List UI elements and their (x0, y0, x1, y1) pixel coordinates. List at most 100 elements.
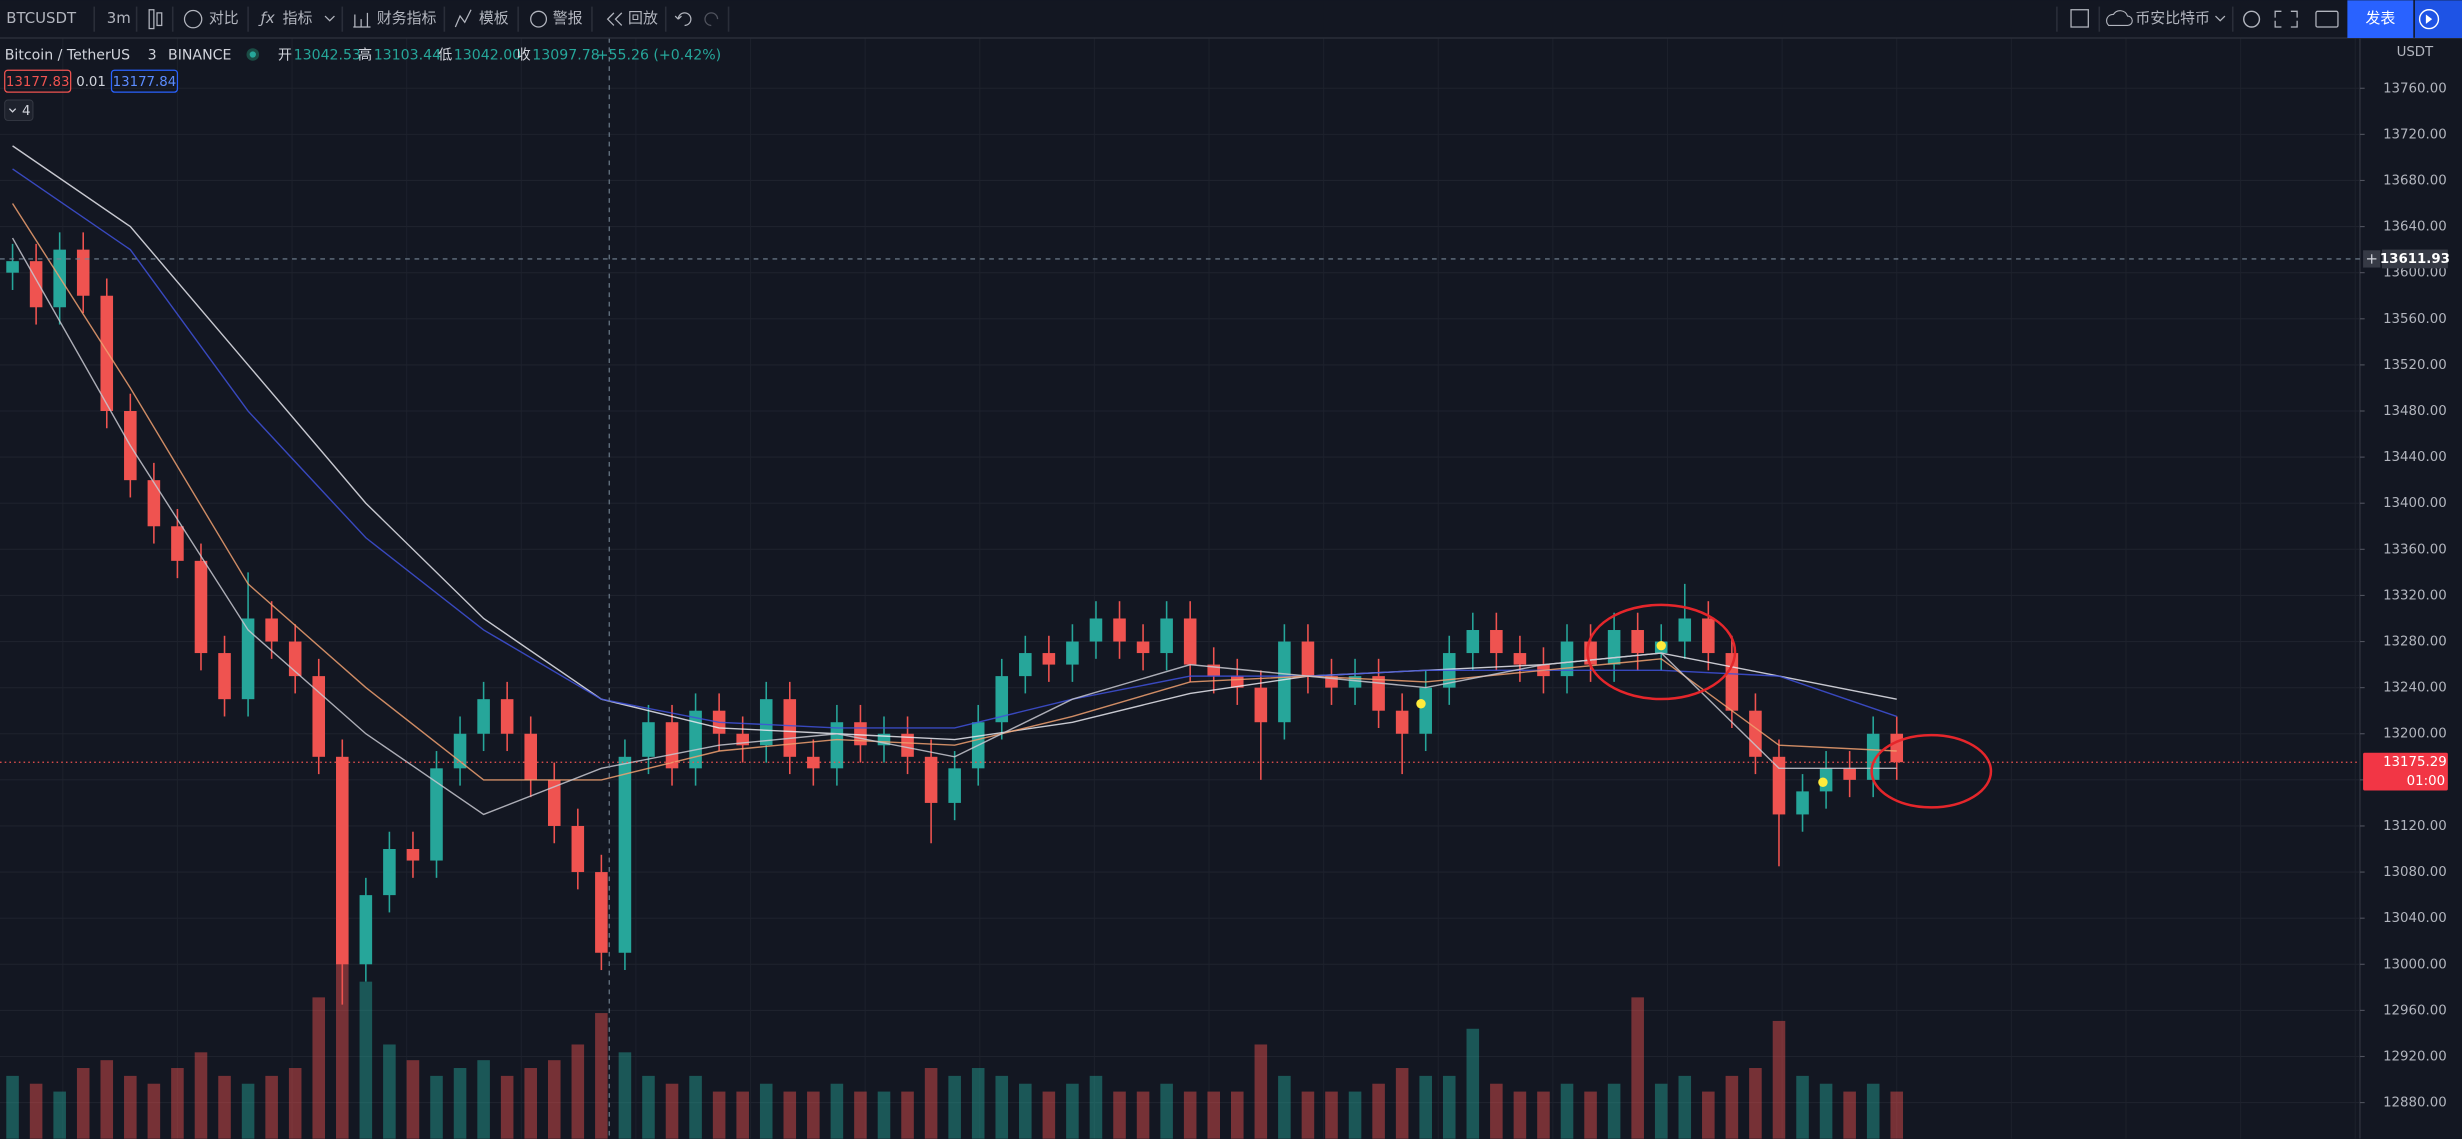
financials-icon[interactable] (353, 12, 371, 28)
symbol-title: Bitcoin / TetherUS (5, 47, 130, 63)
volume-bar (1678, 1075, 1692, 1139)
volume-bar (759, 1083, 773, 1139)
volume-bar (500, 1075, 514, 1139)
volume-bar (971, 1068, 985, 1139)
candle-body (406, 849, 420, 861)
y-tick-label: 12920.00 (2383, 1049, 2447, 1064)
compare-icon[interactable] (183, 9, 203, 29)
volume-bar (689, 1075, 702, 1139)
settings-button[interactable] (2243, 10, 2261, 28)
templates-button[interactable]: 模板 (479, 9, 509, 27)
chevron-icon[interactable] (8, 108, 17, 113)
annotation-circle (1870, 733, 1993, 809)
volume-bar (171, 1068, 184, 1139)
undo-button[interactable] (674, 12, 692, 27)
sell-box[interactable] (4, 69, 72, 93)
moving-average (11, 237, 1897, 816)
volume-bar (1490, 1083, 1503, 1139)
indicator-icon[interactable]: ƒx (258, 9, 275, 27)
close-value: 13097.78 (532, 47, 599, 63)
interval-label: 3 (148, 47, 157, 63)
candle-body (1749, 710, 1762, 757)
candle-body (1066, 641, 1079, 665)
alerts-icon[interactable] (530, 10, 548, 28)
candle-body (1466, 630, 1480, 654)
candle-body (171, 526, 184, 561)
interval-button[interactable]: 3m (107, 9, 131, 27)
volume-bar (1607, 1083, 1621, 1139)
dropdown-icon[interactable] (2215, 15, 2226, 22)
volume-bar (1796, 1075, 1809, 1139)
y-tick-label: 13640.00 (2383, 220, 2447, 235)
candle-body (1348, 676, 1362, 688)
y-tick-label: 13520.00 (2383, 358, 2447, 373)
bid-price[interactable]: 13177.83 (6, 75, 70, 90)
candle-body (500, 699, 514, 734)
symbol-button[interactable]: BTCUSDT (6, 9, 77, 27)
volume-bar (642, 1075, 655, 1139)
layout-button[interactable] (2070, 9, 2089, 28)
volume-bar (288, 1068, 302, 1139)
dropdown-icon[interactable] (324, 15, 335, 22)
y-tick-label: 12880.00 (2383, 1096, 2447, 1111)
indicators-button[interactable]: 指标 (283, 9, 313, 27)
volume-bar (1631, 997, 1644, 1139)
volume-bar (571, 1044, 585, 1139)
price-pane (6, 145, 1904, 1005)
last-price-box (2363, 752, 2448, 791)
candle-body (336, 756, 349, 965)
exchange-label: BINANCE (168, 47, 232, 63)
alerts-button[interactable]: 警报 (553, 9, 583, 27)
candle-body (877, 733, 891, 746)
open-label: 开 (278, 47, 292, 63)
volume-bar (1089, 1075, 1103, 1139)
templates-icon[interactable] (454, 9, 472, 28)
publish-button[interactable] (2347, 0, 2414, 39)
screenshot-button[interactable] (2315, 10, 2339, 28)
ask-price[interactable]: 13177.84 (113, 75, 177, 90)
volume-bar (665, 1083, 679, 1139)
volume-bar (901, 1091, 914, 1139)
volume-bar (1254, 1044, 1268, 1139)
volume-bar (1442, 1075, 1456, 1139)
y-tick-label: 13040.00 (2383, 911, 2447, 926)
redo-button[interactable] (704, 12, 719, 27)
volume-bar (241, 1083, 255, 1139)
compare-button[interactable]: 对比 (209, 9, 239, 27)
chart-style-icon[interactable] (156, 12, 163, 27)
candle-body (1772, 756, 1786, 815)
volume-bar (783, 1091, 797, 1139)
financials-button[interactable]: 财务指标 (377, 9, 437, 27)
indicator-count[interactable]: 4 (22, 104, 30, 119)
candle-body (1796, 791, 1809, 815)
cloud-icon[interactable] (2106, 10, 2133, 26)
volume-bar (218, 1075, 231, 1139)
candle-body (924, 756, 938, 803)
candle-body (807, 756, 820, 769)
candle-body (218, 653, 231, 700)
chart-style-icon[interactable] (148, 9, 155, 30)
status-dot (249, 51, 256, 58)
candle-body (1113, 618, 1126, 642)
publish-label[interactable]: 发表 (2365, 9, 2395, 27)
last-price: 13175.29 (2383, 755, 2447, 770)
indicator-toggle[interactable] (4, 99, 34, 121)
volume-pane (6, 918, 1904, 1139)
candle-body (1678, 618, 1692, 642)
play-icon[interactable] (2425, 14, 2433, 24)
candle-body (1419, 687, 1432, 734)
y-tick-label: 13560.00 (2383, 312, 2447, 327)
replay-icon[interactable] (606, 12, 623, 26)
volume-bar (830, 1083, 844, 1139)
volume-bar (1113, 1091, 1126, 1139)
volume-bar (1819, 1083, 1833, 1139)
candle-body (1207, 664, 1221, 677)
datafeed-button[interactable]: 币安比特币 (2135, 9, 2210, 27)
fullscreen-button[interactable] (2274, 10, 2298, 28)
buy-box[interactable] (110, 69, 179, 93)
candle-body (241, 618, 255, 700)
play-icon[interactable] (2418, 9, 2440, 30)
y-tick-label: 13600.00 (2383, 266, 2447, 281)
y-tick-label: 13720.00 (2383, 127, 2447, 142)
replay-button[interactable]: 回放 (628, 9, 658, 27)
